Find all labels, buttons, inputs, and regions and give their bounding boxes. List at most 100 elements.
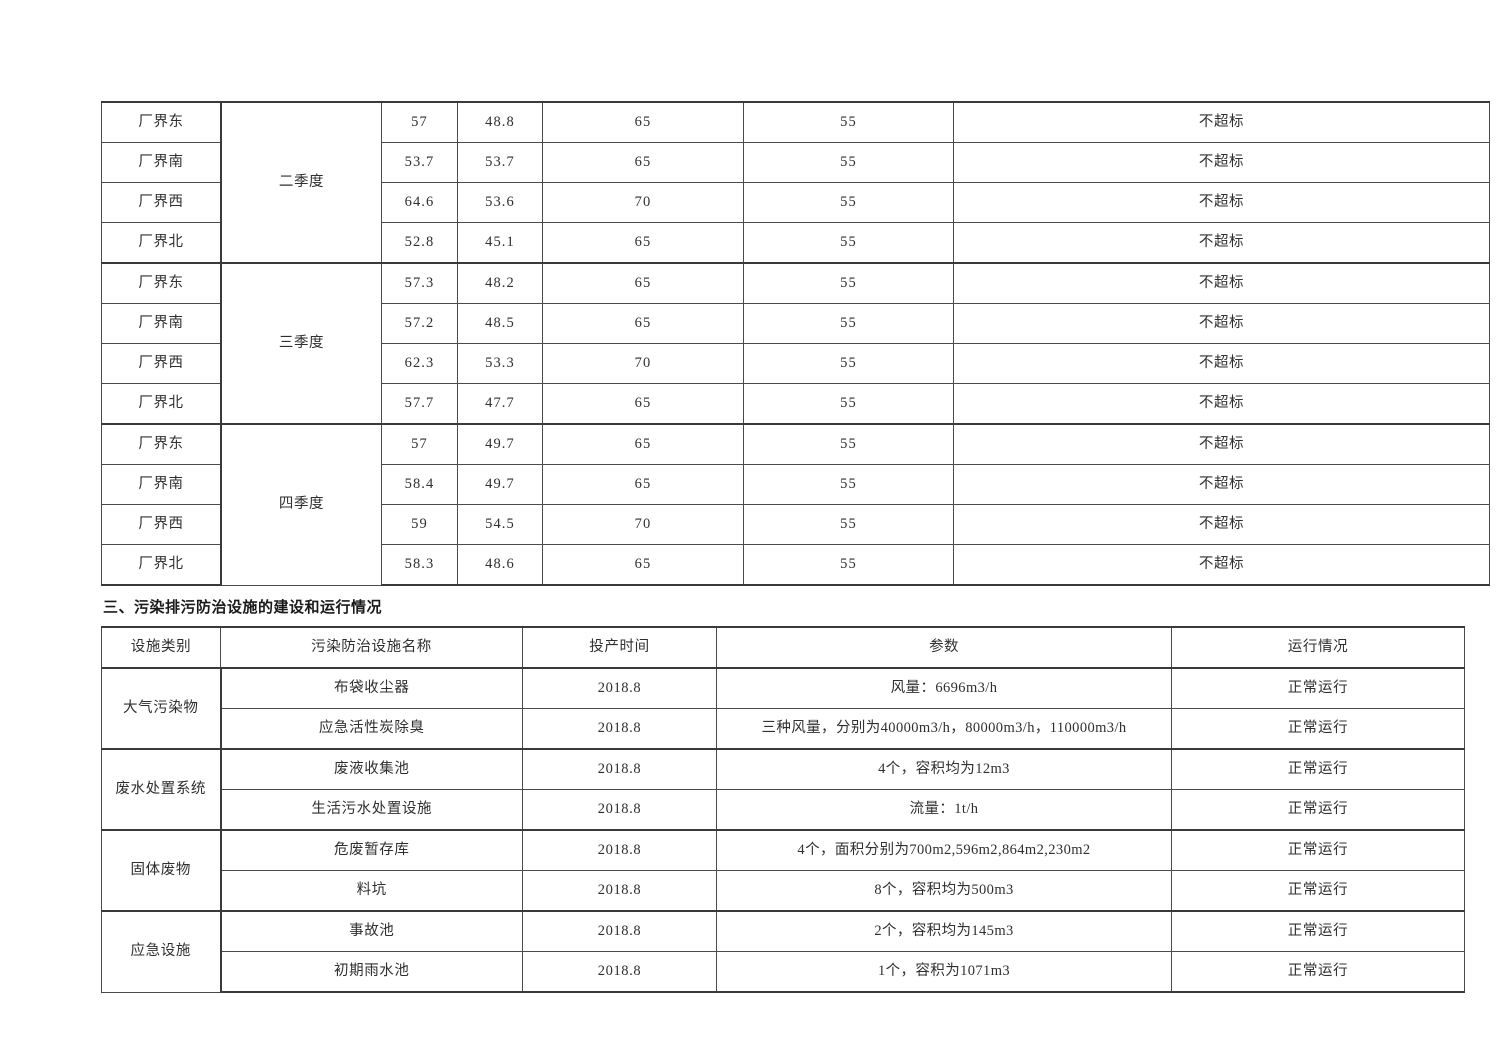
nighttime-limit-cell: 55: [743, 262, 954, 304]
monitoring-site-cell: 厂界南: [101, 303, 222, 344]
facility-start-date-cell: 2018.8: [522, 708, 717, 750]
compliance-result-cell: 不超标: [953, 303, 1490, 344]
compliance-result-cell: 不超标: [953, 222, 1490, 264]
facility-category-cell: 废水处置系统: [101, 748, 221, 831]
nighttime-limit-cell: 55: [743, 544, 954, 586]
facility-parameter-cell: 4个，容积均为12m3: [716, 748, 1172, 790]
quarter-cell: 二季度: [220, 101, 382, 264]
table-row: 厂界北 58.3 48.6 65 55 不超标: [101, 544, 1490, 586]
table-row: 厂界西 64.6 53.6 70 55 不超标: [101, 182, 1490, 223]
header-start-date: 投产时间: [522, 626, 717, 669]
daytime-limit-cell: 65: [542, 262, 744, 304]
daytime-limit-cell: 65: [542, 383, 744, 425]
facility-status-cell: 正常运行: [1171, 789, 1465, 831]
facility-parameter-cell: 风量：6696m3/h: [716, 667, 1172, 709]
facility-status-cell: 正常运行: [1171, 910, 1465, 952]
daytime-value-cell: 52.8: [381, 222, 458, 264]
table-row: 应急设施 事故池 2018.8 2个，容积均为145m3 正常运行: [101, 910, 1465, 993]
facility-start-date-cell: 2018.8: [522, 910, 717, 952]
daytime-limit-cell: 70: [542, 182, 744, 223]
facility-start-date-cell: 2018.8: [522, 789, 717, 831]
daytime-value-cell: 57.7: [381, 383, 458, 425]
daytime-limit-cell: 65: [542, 303, 744, 344]
facility-category-cell: 应急设施: [101, 910, 221, 993]
table-row: 厂界北 52.8 45.1 65 55 不超标: [101, 222, 1490, 264]
compliance-result-cell: 不超标: [953, 423, 1490, 465]
nighttime-value-cell: 49.7: [457, 464, 543, 505]
header-status: 运行情况: [1171, 626, 1465, 669]
compliance-result-cell: 不超标: [953, 101, 1490, 143]
facility-name-cell: 生活污水处置设施: [219, 789, 523, 831]
compliance-result-cell: 不超标: [953, 262, 1490, 304]
daytime-limit-cell: 65: [542, 142, 744, 183]
table-row: 厂界东 四季度 57 49.7 65 55 不超标: [101, 423, 1490, 586]
table-row: 厂界东 二季度 57 48.8 65 55 不超标: [101, 101, 1490, 264]
facility-status-cell: 正常运行: [1171, 870, 1465, 912]
nighttime-limit-cell: 55: [743, 222, 954, 264]
daytime-value-cell: 59: [381, 504, 458, 545]
nighttime-value-cell: 49.7: [457, 423, 543, 465]
facility-status-cell: 正常运行: [1171, 829, 1465, 871]
compliance-result-cell: 不超标: [953, 464, 1490, 505]
pollution-facility-table: 设施类别 污染防治设施名称 投产时间 参数 运行情况 大气污染物 布袋收尘器 2018.8 风量…: [101, 626, 1465, 993]
nighttime-value-cell: 48.2: [457, 262, 543, 304]
daytime-limit-cell: 65: [542, 101, 744, 143]
facility-name-cell: 应急活性炭除臭: [219, 708, 523, 750]
facility-parameter-cell: 三种风量，分别为40000m3/h，80000m3/h，110000m3/h: [716, 708, 1172, 750]
table-row: 应急活性炭除臭 2018.8 三种风量，分别为40000m3/h，80000m3/h…: [102, 708, 1465, 750]
table-row: 料坑 2018.8 8个，容积均为500m3 正常运行: [102, 870, 1465, 912]
nighttime-limit-cell: 55: [743, 423, 954, 465]
monitoring-site-cell: 厂界西: [101, 504, 222, 545]
facility-start-date-cell: 2018.8: [522, 829, 717, 871]
facility-status-cell: 正常运行: [1171, 708, 1465, 750]
facility-name-cell: 危废暂存库: [219, 829, 523, 871]
daytime-limit-cell: 65: [542, 544, 744, 586]
facility-parameter-cell: 8个，容积均为500m3: [716, 870, 1172, 912]
facility-parameter-cell: 2个，容积均为145m3: [716, 910, 1172, 952]
table-row: 厂界南 53.7 53.7 65 55 不超标: [101, 142, 1490, 183]
daytime-value-cell: 57.3: [381, 262, 458, 304]
facility-parameter-cell: 1个，容积为1071m3: [716, 951, 1172, 993]
facility-parameter-cell: 4个，面积分别为700m2,596m2,864m2,230m2: [716, 829, 1172, 871]
table-row: 大气污染物 布袋收尘器 2018.8 风量：6696m3/h 正常运行: [101, 667, 1465, 750]
daytime-value-cell: 53.7: [381, 142, 458, 183]
monitoring-site-cell: 厂界北: [101, 222, 222, 264]
nighttime-value-cell: 53.7: [457, 142, 543, 183]
table-row: 厂界东 三季度 57.3 48.2 65 55 不超标: [101, 262, 1490, 425]
facility-name-cell: 初期雨水池: [219, 951, 523, 993]
nighttime-limit-cell: 55: [743, 504, 954, 545]
facility-table-body: 设施类别 污染防治设施名称 投产时间 参数 运行情况 大气污染物 布袋收尘器 2018.8 风量…: [101, 626, 1465, 993]
nighttime-value-cell: 48.8: [457, 101, 543, 143]
daytime-value-cell: 58.4: [381, 464, 458, 505]
facility-name-cell: 料坑: [219, 870, 523, 912]
facility-name-cell: 事故池: [219, 910, 523, 952]
header-category: 设施类别: [101, 626, 221, 669]
nighttime-value-cell: 48.6: [457, 544, 543, 586]
table-row: 固体废物 危废暂存库 2018.8 4个，面积分别为700m2,596m2,864m2…: [101, 829, 1465, 912]
noise-monitoring-table: 厂界东 二季度 57 48.8 65 55 不超标 厂界南 53.7 53.7 65 55 不超标 厂界西…: [101, 101, 1490, 586]
monitoring-site-cell: 厂界南: [101, 464, 222, 505]
facility-category-cell: 固体废物: [101, 829, 221, 912]
table-row: 厂界西 62.3 53.3 70 55 不超标: [101, 343, 1490, 384]
noise-table-body: 厂界东 二季度 57 48.8 65 55 不超标 厂界南 53.7 53.7 65 55 不超标 厂界西…: [101, 101, 1490, 586]
nighttime-limit-cell: 55: [743, 303, 954, 344]
monitoring-site-cell: 厂界南: [101, 142, 222, 183]
facility-name-cell: 布袋收尘器: [219, 667, 523, 709]
table-row: 厂界南 57.2 48.5 65 55 不超标: [101, 303, 1490, 344]
daytime-value-cell: 58.3: [381, 544, 458, 586]
nighttime-value-cell: 47.7: [457, 383, 543, 425]
monitoring-site-cell: 厂界东: [101, 101, 222, 143]
facility-start-date-cell: 2018.8: [522, 667, 717, 709]
nighttime-limit-cell: 55: [743, 383, 954, 425]
quarter-cell: 四季度: [220, 423, 382, 586]
section-heading-pollution-facilities: 三、污染排污防治设施的建设和运行情况: [103, 599, 383, 616]
table-row: 厂界西 59 54.5 70 55 不超标: [101, 504, 1490, 545]
nighttime-limit-cell: 55: [743, 142, 954, 183]
monitoring-site-cell: 厂界西: [101, 343, 222, 384]
daytime-limit-cell: 70: [542, 343, 744, 384]
facility-category-cell: 大气污染物: [101, 667, 221, 750]
daytime-value-cell: 64.6: [381, 182, 458, 223]
daytime-value-cell: 57: [381, 423, 458, 465]
compliance-result-cell: 不超标: [953, 504, 1490, 545]
